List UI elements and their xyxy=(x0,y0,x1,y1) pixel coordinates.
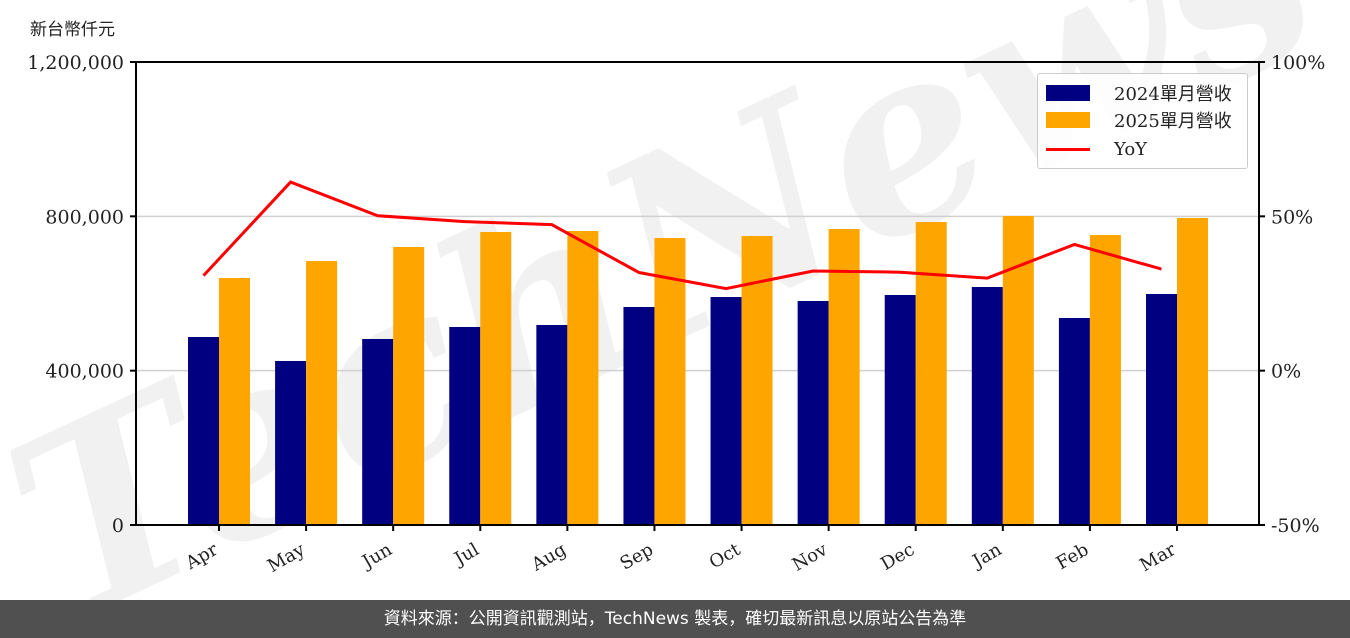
legend-label-2025: 2025單月營收 xyxy=(1114,111,1232,132)
plot-frame xyxy=(135,61,1260,526)
bars xyxy=(188,215,1208,526)
y-right-tick-label: 100% xyxy=(1271,52,1325,74)
bar-2024-nov xyxy=(797,300,829,525)
legend-swatch-2025 xyxy=(1046,112,1090,128)
bar-2024-feb xyxy=(1058,318,1090,525)
bar-2025-may xyxy=(306,261,338,525)
y-right-tick-label: 0% xyxy=(1271,361,1301,383)
bar-2025-feb xyxy=(1089,235,1121,525)
x-tick-label-dec: Dec xyxy=(877,539,918,575)
bar-2024-oct xyxy=(710,297,742,525)
bar-2024-mar xyxy=(1146,294,1177,525)
y-axis-unit-label: 新台幣仟元 xyxy=(30,20,115,40)
source-footer: 資料來源：公開資訊觀測站，TechNews 製表，確切最新訊息以原站公告為準 xyxy=(0,600,1350,638)
bar-2025-sep xyxy=(654,238,686,526)
legend-item-yoy: YoY xyxy=(1046,136,1147,162)
bar-2024-jul xyxy=(449,326,481,525)
x-tick-label-sep: Sep xyxy=(617,539,657,574)
bar-2024-sep xyxy=(623,307,655,525)
yoy-polyline xyxy=(202,180,1162,291)
bar-2025-jul xyxy=(480,231,512,525)
bar-2025-nov xyxy=(828,228,860,526)
legend-label-yoy: YoY xyxy=(1114,138,1148,160)
y-tick-label: 1,200,000 xyxy=(27,52,124,74)
bar-2024-jan xyxy=(971,287,1003,525)
legend: 2024單月營收 2025單月營收 YoY xyxy=(1037,73,1248,169)
bar-2025-jun xyxy=(393,247,425,525)
y-right-tick-label: 50% xyxy=(1271,206,1313,228)
bar-2025-dec xyxy=(915,222,947,526)
bar-2024-dec xyxy=(884,295,916,525)
bar-2024-may xyxy=(275,360,307,525)
legend-swatch-2024 xyxy=(1046,85,1090,101)
x-tick-label-feb: Feb xyxy=(1053,539,1093,574)
legend-item-2024: 2024單月營收 xyxy=(1046,80,1232,106)
y-tick-label: 400,000 xyxy=(45,361,124,383)
y-right-tick-label: -50% xyxy=(1271,515,1320,537)
bar-2024-jun xyxy=(362,338,394,525)
legend-item-2025: 2025單月營收 xyxy=(1046,107,1232,133)
bar-2024-apr xyxy=(188,336,219,525)
legend-line-yoy xyxy=(1046,147,1090,151)
bar-2025-apr xyxy=(219,277,250,525)
legend-label-2024: 2024單月營收 xyxy=(1114,84,1232,105)
bar-2024-aug xyxy=(536,324,568,525)
x-tick-label-oct: Oct xyxy=(706,539,745,574)
x-tick-label-aug: Aug xyxy=(527,539,570,576)
y-tick-label: 800,000 xyxy=(45,206,124,228)
x-tick-label-mar: Mar xyxy=(1136,539,1180,576)
yoy-line xyxy=(202,180,1162,291)
bar-2025-aug xyxy=(567,230,599,525)
x-tick-label-nov: Nov xyxy=(789,539,832,576)
x-tick-label-jan: Jan xyxy=(967,539,1005,573)
x-tick-label-jul: Jul xyxy=(449,539,483,571)
y-tick-label: 0 xyxy=(112,515,124,537)
bar-2025-mar xyxy=(1177,217,1208,525)
